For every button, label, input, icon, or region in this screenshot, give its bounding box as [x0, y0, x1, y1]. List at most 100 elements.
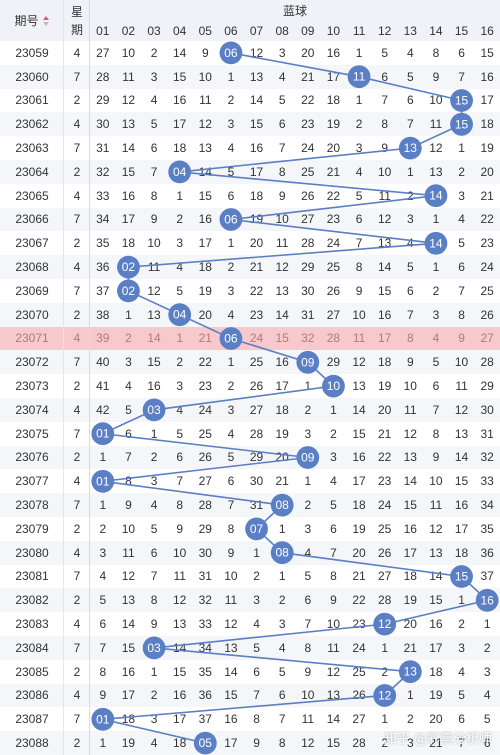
issue-number[interactable]: 23083	[0, 612, 64, 636]
issue-number[interactable]: 23087	[0, 707, 64, 732]
miss-count: 26	[474, 302, 500, 327]
miss-count: 4	[320, 469, 347, 494]
issue-number[interactable]: 23082	[0, 588, 64, 613]
issue-number[interactable]: 23070	[0, 302, 64, 327]
issue-number[interactable]: 23061	[0, 88, 64, 113]
blue-ball-circle	[373, 612, 397, 636]
miss-count: 30	[192, 540, 219, 565]
column-header-06: 06	[218, 20, 244, 41]
miss-count: 3	[218, 112, 244, 137]
miss-count: 24	[320, 231, 347, 256]
miss-count: 4	[243, 612, 270, 636]
issue-number[interactable]: 23076	[0, 445, 64, 470]
miss-count: 18	[320, 88, 347, 113]
miss-count: 2	[320, 421, 347, 446]
column-header-16: 16	[474, 20, 500, 41]
issue-number[interactable]: 23073	[0, 374, 64, 398]
issue-number[interactable]: 23088	[0, 731, 64, 755]
miss-count: 3	[90, 540, 116, 565]
issue-number[interactable]: 23065	[0, 183, 64, 208]
miss-count: 16	[320, 41, 347, 65]
miss-count: 31	[192, 564, 219, 589]
issue-number[interactable]: 23066	[0, 207, 64, 232]
issue-number[interactable]: 23063	[0, 136, 64, 160]
miss-count: 4	[166, 398, 193, 422]
weekday-value: 4	[64, 469, 90, 494]
miss-count: 14	[320, 707, 347, 732]
miss-count: 5	[448, 683, 475, 708]
miss-count: 6	[295, 588, 321, 613]
weekday-value: 7	[64, 707, 90, 732]
miss-count: 26	[243, 374, 270, 398]
miss-count: 2	[269, 588, 295, 613]
miss-count: 22	[243, 279, 270, 303]
miss-count: 3	[269, 41, 295, 65]
miss-count: 2	[218, 255, 244, 279]
miss-count: 28	[320, 326, 347, 351]
issue-number[interactable]: 23075	[0, 421, 64, 446]
miss-count: 3	[423, 302, 449, 327]
miss-count: 11	[218, 588, 244, 613]
issue-number[interactable]: 23071	[0, 326, 64, 351]
sort-arrows-icon[interactable]	[42, 15, 50, 27]
miss-count: 27	[192, 469, 219, 494]
issue-number[interactable]: 23074	[0, 398, 64, 422]
miss-count: 37	[192, 707, 219, 732]
blue-ball-marker: 13	[398, 136, 422, 160]
miss-count: 29	[90, 88, 116, 113]
miss-count: 25	[474, 279, 500, 303]
issue-number[interactable]: 23067	[0, 231, 64, 256]
issue-number[interactable]: 23078	[0, 493, 64, 517]
blue-ball-marker: 06	[219, 327, 243, 350]
issue-number[interactable]: 23059	[0, 41, 64, 65]
miss-count: 6	[371, 64, 398, 89]
miss-count: 26	[346, 683, 372, 708]
miss-count: 22	[320, 183, 347, 208]
column-header-issue[interactable]: 期号	[0, 0, 64, 41]
miss-count: 33	[90, 183, 116, 208]
issue-number[interactable]: 23080	[0, 540, 64, 565]
miss-count: 13	[423, 160, 449, 184]
miss-count: 6	[269, 112, 295, 137]
miss-count: 29	[295, 255, 321, 279]
issue-number[interactable]: 23081	[0, 564, 64, 589]
miss-count: 6	[90, 612, 116, 636]
weekday-value: 2	[64, 160, 90, 184]
blue-ball-number: 04	[173, 165, 187, 179]
miss-count: 18	[269, 398, 295, 422]
miss-count: 31	[474, 421, 500, 446]
miss-count: 18	[115, 707, 142, 732]
miss-count: 1	[90, 493, 116, 517]
issue-number[interactable]: 23062	[0, 112, 64, 137]
issue-number[interactable]: 23077	[0, 469, 64, 494]
blue-ball-circle	[219, 208, 243, 231]
column-header-13: 13	[397, 20, 424, 41]
column-header-weekday: 星期	[64, 0, 90, 41]
miss-count: 12	[115, 88, 142, 113]
issue-number[interactable]: 23068	[0, 255, 64, 279]
miss-count: 5	[243, 636, 270, 660]
miss-count: 22	[192, 350, 219, 375]
issue-number[interactable]: 23085	[0, 659, 64, 684]
issue-number[interactable]: 23069	[0, 279, 64, 303]
issue-number[interactable]: 23084	[0, 636, 64, 660]
miss-count: 7	[397, 112, 424, 137]
issue-number[interactable]: 23064	[0, 160, 64, 184]
issue-number[interactable]: 23072	[0, 350, 64, 375]
weekday-value: 4	[64, 612, 90, 636]
miss-count: 9	[320, 588, 347, 613]
miss-count: 1	[397, 160, 424, 184]
blue-ball-number: 06	[224, 46, 238, 60]
miss-count: 6	[397, 279, 424, 303]
miss-count: 3	[320, 445, 347, 470]
issue-number[interactable]: 23079	[0, 517, 64, 541]
miss-count: 10	[423, 469, 449, 494]
miss-count: 13	[448, 421, 475, 446]
issue-number[interactable]: 23086	[0, 683, 64, 708]
miss-count: 13	[423, 540, 449, 565]
miss-count: 12	[141, 279, 167, 303]
miss-count: 13	[397, 445, 424, 470]
issue-number[interactable]: 23060	[0, 64, 64, 89]
weekday-value: 2	[64, 374, 90, 398]
miss-count: 24	[371, 493, 398, 517]
